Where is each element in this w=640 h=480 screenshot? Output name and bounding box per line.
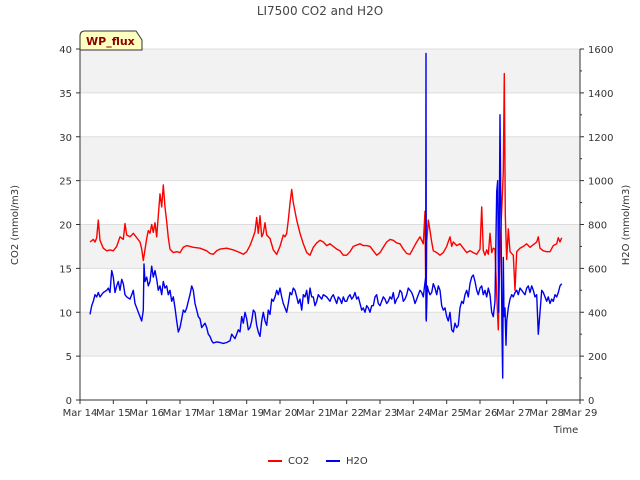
x-tick-label: Mar 17	[163, 408, 198, 419]
tick-labels: 0510152025303540020040060080010001200140…	[59, 45, 613, 419]
x-tick-label: Mar 18	[196, 408, 231, 419]
background-band	[80, 312, 580, 357]
y-right-tick-label: 1600	[588, 45, 613, 56]
x-tick-label: Mar 21	[296, 408, 331, 419]
y-right-tick-label: 1400	[588, 89, 613, 100]
legend: CO2 H2O	[268, 456, 368, 467]
legend-h2o-label: H2O	[346, 456, 368, 467]
y-axis-left-title: CO2 (mmol/m3)	[10, 185, 21, 265]
background-band	[80, 49, 580, 93]
y-right-tick-label: 200	[588, 352, 607, 363]
y-left-tick-label: 30	[59, 133, 72, 144]
y-axis-right-title: H2O (mmol/m3)	[621, 185, 632, 266]
x-tick-label: Mar 23	[363, 408, 398, 419]
chart-title: LI7500 CO2 and H2O	[257, 4, 383, 18]
x-tick-label: Mar 16	[129, 408, 164, 419]
y-left-tick-label: 40	[59, 45, 72, 56]
y-right-tick-label: 1000	[588, 177, 613, 188]
y-left-tick-label: 35	[59, 89, 72, 100]
y-right-tick-label: 400	[588, 308, 607, 319]
y-left-tick-label: 25	[59, 177, 72, 188]
y-right-tick-label: 1200	[588, 133, 613, 144]
y-right-tick-label: 800	[588, 221, 607, 232]
x-tick-label: Mar 26	[463, 408, 498, 419]
x-tick-label: Mar 28	[529, 408, 564, 419]
x-tick-label: Mar 25	[429, 408, 464, 419]
background-band	[80, 136, 580, 181]
background-band	[80, 224, 580, 269]
axes	[76, 48, 584, 404]
y-left-tick-label: 10	[59, 308, 72, 319]
x-tick-label: Mar 15	[96, 408, 131, 419]
x-tick-label: Mar 14	[63, 408, 98, 419]
y-right-tick-label: 0	[588, 396, 594, 407]
x-tick-label: Mar 22	[329, 408, 364, 419]
y-left-tick-label: 5	[66, 352, 72, 363]
plot-area	[89, 52, 563, 379]
y-left-tick-label: 0	[66, 396, 72, 407]
badge-background	[79, 30, 143, 51]
x-tick-label: Mar 19	[229, 408, 264, 419]
wp-flux-badge: WP_flux	[79, 30, 143, 51]
legend-co2-label: CO2	[288, 456, 309, 467]
x-tick-label: Mar 27	[496, 408, 531, 419]
badge-label: WP_flux	[86, 35, 135, 48]
y-right-tick-label: 600	[588, 264, 607, 275]
x-axis-title: Time	[553, 425, 578, 436]
y-left-tick-label: 20	[59, 221, 72, 232]
x-tick-label: Mar 24	[396, 408, 431, 419]
x-tick-label: Mar 20	[263, 408, 298, 419]
y-left-tick-label: 15	[59, 264, 72, 275]
series-line-h2o	[89, 52, 563, 379]
x-tick-label: Mar 29	[563, 408, 598, 419]
